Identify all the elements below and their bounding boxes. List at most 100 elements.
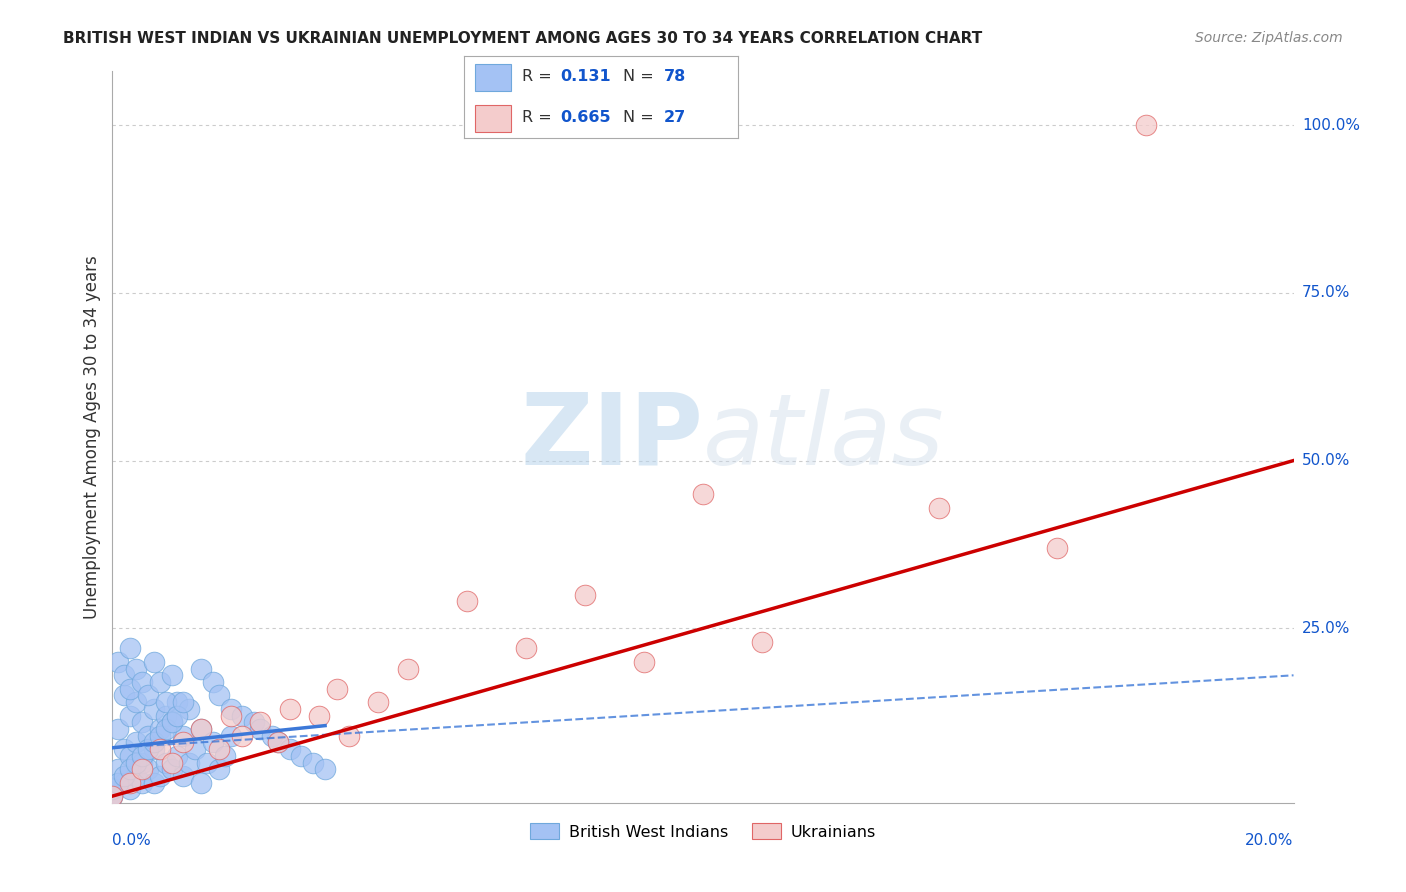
Point bbox=[172, 735, 194, 749]
Point bbox=[1135, 118, 1157, 132]
Point bbox=[314, 762, 336, 776]
Point bbox=[692, 487, 714, 501]
Point bbox=[160, 756, 183, 770]
Point bbox=[101, 789, 124, 803]
Point bbox=[131, 675, 153, 690]
Point bbox=[112, 742, 135, 756]
Point bbox=[243, 715, 266, 730]
Point bbox=[155, 708, 177, 723]
Point bbox=[184, 742, 207, 756]
Point bbox=[149, 722, 172, 736]
Point bbox=[125, 769, 148, 783]
Point bbox=[278, 702, 301, 716]
Point bbox=[136, 742, 159, 756]
Point bbox=[125, 695, 148, 709]
Point bbox=[166, 695, 188, 709]
Point bbox=[208, 742, 231, 756]
Point bbox=[131, 715, 153, 730]
Point bbox=[208, 762, 231, 776]
Point bbox=[131, 762, 153, 776]
Point bbox=[574, 588, 596, 602]
Point bbox=[214, 748, 236, 763]
Point bbox=[267, 735, 290, 749]
Text: 27: 27 bbox=[664, 111, 686, 125]
Point bbox=[149, 769, 172, 783]
Point bbox=[1046, 541, 1069, 555]
Point bbox=[195, 756, 218, 770]
Point bbox=[190, 722, 212, 736]
Point bbox=[160, 715, 183, 730]
Point bbox=[142, 775, 165, 789]
Point bbox=[120, 782, 142, 797]
Point bbox=[120, 681, 142, 696]
Legend: British West Indians, Ukrainians: British West Indians, Ukrainians bbox=[524, 817, 882, 846]
Point bbox=[149, 742, 172, 756]
Text: 78: 78 bbox=[664, 70, 686, 84]
Point bbox=[633, 655, 655, 669]
Text: 50.0%: 50.0% bbox=[1302, 453, 1350, 468]
Point bbox=[107, 655, 129, 669]
Point bbox=[131, 775, 153, 789]
Text: 75.0%: 75.0% bbox=[1302, 285, 1350, 301]
Point bbox=[231, 729, 253, 743]
Point bbox=[267, 735, 290, 749]
Point bbox=[290, 748, 312, 763]
Text: R =: R = bbox=[522, 70, 557, 84]
Point bbox=[928, 500, 950, 515]
Text: 0.0%: 0.0% bbox=[112, 833, 152, 848]
Text: 20.0%: 20.0% bbox=[1246, 833, 1294, 848]
Point bbox=[112, 769, 135, 783]
Point bbox=[201, 675, 224, 690]
Point bbox=[172, 695, 194, 709]
Point bbox=[326, 681, 349, 696]
Point bbox=[160, 668, 183, 682]
Point bbox=[219, 702, 242, 716]
Point bbox=[172, 769, 194, 783]
Point bbox=[208, 689, 231, 703]
Point bbox=[155, 722, 177, 736]
Point bbox=[125, 662, 148, 676]
Point bbox=[190, 662, 212, 676]
Point bbox=[136, 762, 159, 776]
Point bbox=[166, 708, 188, 723]
Point bbox=[260, 729, 283, 743]
Point bbox=[112, 689, 135, 703]
Point bbox=[160, 762, 183, 776]
Point bbox=[120, 708, 142, 723]
Point bbox=[456, 594, 478, 608]
Point bbox=[179, 702, 201, 716]
Point bbox=[155, 695, 177, 709]
Text: 25.0%: 25.0% bbox=[1302, 621, 1350, 636]
Point bbox=[396, 662, 419, 676]
Point bbox=[515, 641, 537, 656]
Point bbox=[155, 756, 177, 770]
Point bbox=[142, 735, 165, 749]
Point bbox=[302, 756, 325, 770]
Point bbox=[219, 708, 242, 723]
Point bbox=[201, 735, 224, 749]
Point bbox=[278, 742, 301, 756]
Text: BRITISH WEST INDIAN VS UKRAINIAN UNEMPLOYMENT AMONG AGES 30 TO 34 YEARS CORRELAT: BRITISH WEST INDIAN VS UKRAINIAN UNEMPLO… bbox=[63, 31, 983, 46]
Point bbox=[125, 735, 148, 749]
Text: ZIP: ZIP bbox=[520, 389, 703, 485]
Point bbox=[190, 775, 212, 789]
Point bbox=[136, 729, 159, 743]
Point bbox=[120, 762, 142, 776]
Point bbox=[120, 748, 142, 763]
Point bbox=[308, 708, 330, 723]
Point bbox=[367, 695, 389, 709]
Point bbox=[149, 675, 172, 690]
Point bbox=[142, 742, 165, 756]
Point bbox=[131, 756, 153, 770]
Point bbox=[142, 655, 165, 669]
Text: 0.131: 0.131 bbox=[560, 70, 610, 84]
Point bbox=[160, 715, 183, 730]
Point bbox=[112, 668, 135, 682]
Point bbox=[172, 729, 194, 743]
Point bbox=[231, 708, 253, 723]
Point bbox=[149, 729, 172, 743]
Text: 100.0%: 100.0% bbox=[1302, 118, 1360, 133]
Text: Source: ZipAtlas.com: Source: ZipAtlas.com bbox=[1195, 31, 1343, 45]
Text: N =: N = bbox=[623, 70, 659, 84]
Point bbox=[751, 634, 773, 648]
